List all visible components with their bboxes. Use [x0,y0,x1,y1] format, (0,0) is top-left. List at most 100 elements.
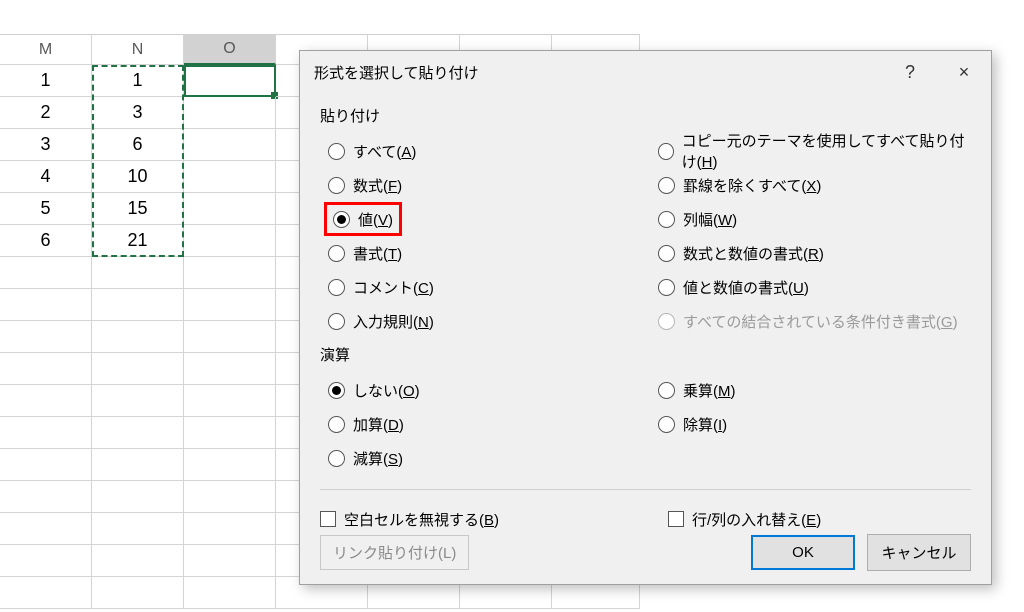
divider [320,489,971,490]
cell[interactable]: 6 [92,129,184,161]
cell[interactable] [0,513,92,545]
cell[interactable]: 10 [92,161,184,193]
radio-icon [328,177,345,194]
cell[interactable] [184,449,276,481]
cell[interactable]: 5 [0,193,92,225]
formula-bar [0,0,640,35]
radio-label: 除算(I) [683,414,727,435]
paste-option[interactable]: 列幅(W) [650,202,971,236]
radio-label: 加算(D) [353,414,404,435]
operation-option[interactable]: 加算(D) [320,407,650,441]
paste-option[interactable]: 値と数値の書式(U) [650,270,971,304]
cell[interactable] [184,129,276,161]
cell[interactable] [184,545,276,577]
cell[interactable] [184,417,276,449]
cell[interactable] [184,193,276,225]
cell[interactable] [0,449,92,481]
radio-icon [658,245,675,262]
cell[interactable] [0,289,92,321]
cell[interactable]: 2 [0,97,92,129]
radio-label: 書式(T) [353,243,402,264]
radio-label: 数式(F) [353,175,402,196]
paste-option[interactable]: 値(V) [320,202,650,236]
radio-icon [328,313,345,330]
operation-option[interactable]: 除算(I) [650,407,971,441]
cell[interactable] [184,161,276,193]
radio-icon [333,211,350,228]
paste-option[interactable]: 罫線を除くすべて(X) [650,168,971,202]
cell[interactable] [184,513,276,545]
cell[interactable]: 6 [0,225,92,257]
cell[interactable] [92,257,184,289]
cell[interactable] [92,449,184,481]
cell[interactable] [184,289,276,321]
paste-option[interactable]: 数式と数値の書式(R) [650,236,971,270]
cell[interactable] [184,225,276,257]
radio-label: しない(O) [353,380,420,401]
dialog-titlebar: 形式を選択して貼り付け ? × [300,51,991,93]
cell[interactable]: 3 [0,129,92,161]
cell[interactable] [92,417,184,449]
radio-label: コピー元のテーマを使用してすべて貼り付け(H) [682,130,971,172]
cell[interactable] [0,321,92,353]
operation-option[interactable]: 乗算(M) [650,373,971,407]
radio-icon [328,143,345,160]
cell[interactable]: 1 [0,65,92,97]
cell[interactable] [92,513,184,545]
radio-label: 入力規則(N) [353,311,434,332]
cell[interactable] [184,353,276,385]
close-button[interactable]: × [937,52,991,92]
ok-button[interactable]: OK [751,535,855,570]
cell[interactable]: 15 [92,193,184,225]
cell[interactable] [92,289,184,321]
radio-label: 値(V) [358,209,393,230]
cell[interactable] [0,545,92,577]
paste-link-button[interactable]: リンク貼り付け(L) [320,535,469,570]
radio-icon [328,245,345,262]
column-header[interactable]: N [92,35,184,65]
radio-icon [658,416,675,433]
cell[interactable] [0,257,92,289]
paste-option[interactable]: 数式(F) [320,168,650,202]
cell[interactable] [92,321,184,353]
operation-option[interactable]: 減算(S) [320,441,650,475]
cell[interactable] [92,577,184,609]
cell[interactable]: 3 [92,97,184,129]
cell[interactable] [184,481,276,513]
column-header[interactable]: O [184,35,276,65]
cell[interactable] [184,385,276,417]
radio-icon [658,313,675,330]
cell[interactable]: 1 [92,65,184,97]
radio-label: すべての結合されている条件付き書式(G) [683,311,958,332]
cell[interactable] [92,385,184,417]
cell[interactable] [184,65,276,97]
cell[interactable] [92,353,184,385]
cell[interactable] [92,481,184,513]
cell[interactable] [92,545,184,577]
radio-label: 罫線を除くすべて(X) [683,175,821,196]
paste-option[interactable]: 書式(T) [320,236,650,270]
cell[interactable] [0,385,92,417]
paste-special-dialog: 形式を選択して貼り付け ? × 貼り付け すべて(A) 数式(F) 値(V) 書式(T… [299,50,992,585]
paste-option: すべての結合されている条件付き書式(G) [650,304,971,338]
cancel-button[interactable]: キャンセル [867,534,971,571]
cell[interactable] [0,481,92,513]
radio-icon [658,279,675,296]
cell[interactable] [0,577,92,609]
paste-option[interactable]: すべて(A) [320,134,650,168]
paste-option[interactable]: コピー元のテーマを使用してすべて貼り付け(H) [650,134,971,168]
cell[interactable] [0,353,92,385]
cell[interactable] [184,321,276,353]
cell[interactable] [184,97,276,129]
cell[interactable] [184,577,276,609]
operation-option[interactable]: しない(O) [320,373,650,407]
paste-option[interactable]: 入力規則(N) [320,304,650,338]
paste-section-label: 貼り付け [320,105,971,126]
cell[interactable]: 21 [92,225,184,257]
paste-option[interactable]: コメント(C) [320,270,650,304]
column-header[interactable]: M [0,35,92,65]
cell[interactable] [0,417,92,449]
cell[interactable] [184,257,276,289]
help-button[interactable]: ? [883,52,937,92]
cell[interactable]: 4 [0,161,92,193]
